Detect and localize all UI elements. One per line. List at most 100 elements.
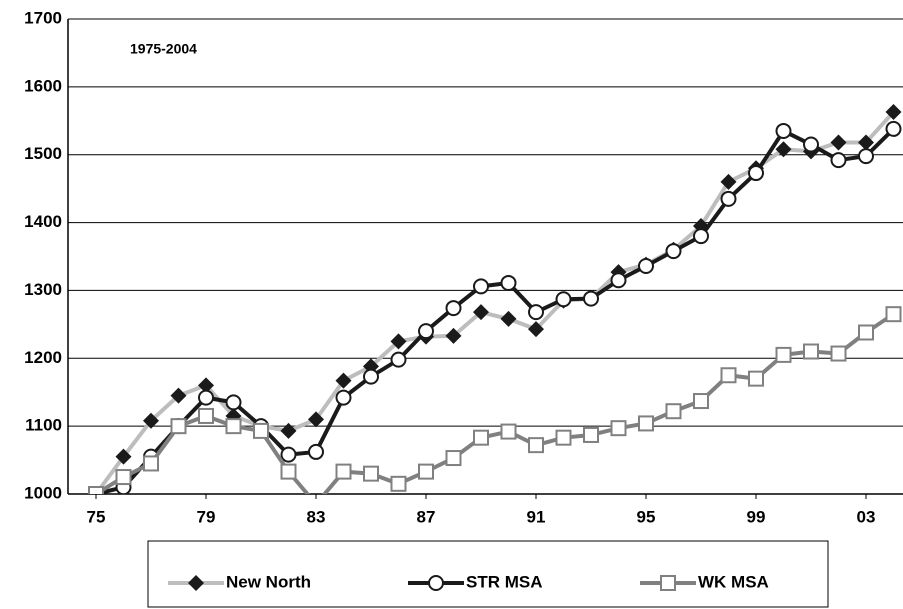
marker (830, 152, 847, 169)
marker (143, 412, 159, 429)
marker (308, 411, 324, 428)
marker (170, 418, 187, 435)
y-tick-label: 1100 (25, 416, 62, 435)
marker (418, 463, 434, 480)
marker (225, 394, 242, 411)
marker (473, 304, 489, 321)
marker (748, 370, 764, 387)
marker (610, 420, 627, 437)
x-tick-label: 75 (87, 507, 106, 526)
marker (858, 134, 874, 151)
marker (445, 327, 462, 344)
x-tick-label: 87 (417, 507, 436, 526)
series-line (95, 127, 895, 494)
marker (830, 134, 847, 151)
y-tick-label: 1600 (24, 76, 62, 95)
marker (885, 306, 902, 323)
marker (473, 429, 489, 446)
marker (88, 486, 104, 494)
series-line (94, 110, 895, 494)
x-tick-label: 79 (197, 507, 216, 526)
y-tick-label: 1500 (24, 144, 62, 163)
marker (885, 120, 902, 137)
marker (280, 463, 297, 480)
marker (830, 345, 847, 362)
marker (198, 407, 214, 424)
marker (363, 465, 379, 482)
x-tick-label: 91 (527, 507, 546, 526)
marker (390, 351, 407, 368)
marker (665, 243, 682, 260)
marker (660, 575, 676, 591)
marker (720, 367, 737, 384)
marker (858, 324, 874, 341)
y-tick-label: 1400 (24, 212, 62, 231)
marker (610, 272, 627, 289)
marker (775, 346, 792, 363)
marker (500, 423, 517, 440)
legend-box (147, 540, 829, 608)
marker (775, 141, 792, 158)
marker (528, 304, 544, 321)
x-tick-label: 99 (747, 507, 766, 526)
marker (445, 300, 462, 317)
x-tick-label: 95 (637, 507, 656, 526)
marker (170, 387, 187, 404)
marker (335, 463, 352, 480)
marker (693, 228, 709, 245)
marker (445, 450, 462, 467)
marker (280, 446, 297, 463)
marker (363, 368, 379, 385)
marker (115, 469, 132, 486)
marker (418, 323, 434, 340)
marker (665, 403, 682, 420)
series-line (94, 312, 895, 494)
marker (225, 418, 242, 435)
marker (583, 290, 599, 307)
marker (390, 333, 407, 350)
marker (638, 415, 654, 432)
marker (803, 343, 819, 360)
marker (115, 448, 132, 465)
marker (638, 258, 654, 274)
y-tick-label: 1200 (24, 348, 62, 367)
marker (720, 190, 737, 207)
marker (555, 429, 572, 446)
marker (500, 274, 517, 291)
annotation: 1975-2004 (130, 41, 197, 57)
marker (693, 393, 709, 410)
marker (188, 575, 204, 591)
x-tick-label: 83 (307, 507, 326, 526)
marker (428, 575, 444, 591)
marker (885, 103, 902, 120)
marker (335, 372, 352, 389)
legend-label: New North (226, 572, 311, 591)
marker (473, 278, 489, 295)
marker (720, 173, 737, 190)
marker (335, 389, 352, 406)
marker (500, 310, 517, 327)
marker (390, 475, 407, 492)
y-tick-label: 1300 (24, 280, 62, 299)
marker (748, 165, 764, 182)
legend-label: STR MSA (466, 572, 543, 591)
plot-area (88, 103, 902, 494)
marker (198, 389, 214, 406)
marker (280, 422, 297, 439)
marker (308, 443, 324, 460)
marker (858, 148, 874, 165)
marker (803, 136, 819, 153)
marker (253, 422, 269, 439)
marker (143, 455, 159, 472)
marker (528, 321, 544, 338)
y-tick-label: 1700 (24, 8, 62, 27)
marker (775, 122, 792, 139)
legend-label: WK MSA (698, 572, 769, 591)
marker (528, 437, 544, 454)
marker (555, 291, 572, 308)
y-tick-label: 1000 (24, 483, 62, 502)
marker (198, 377, 214, 394)
x-tick-label: 03 (857, 507, 876, 526)
marker (583, 426, 599, 443)
